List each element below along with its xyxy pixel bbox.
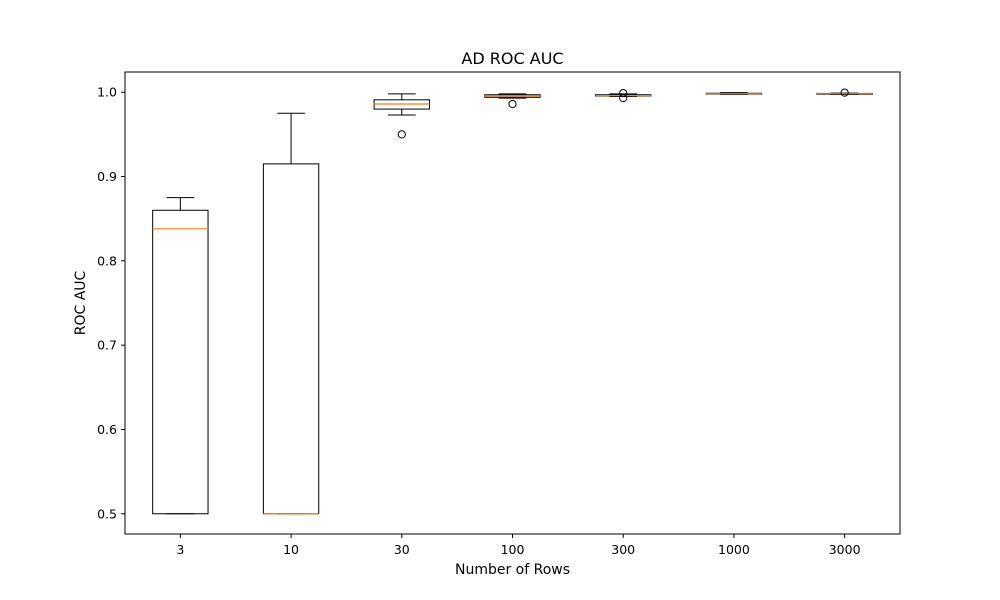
y-tick-label: 0.5 — [97, 506, 117, 521]
y-tick-label: 0.6 — [97, 422, 117, 437]
outlier-point — [619, 94, 628, 103]
box-iqr — [262, 163, 320, 515]
x-tick-label: 300 — [611, 542, 635, 557]
x-tick-label: 3 — [176, 542, 184, 557]
y-axis-label: ROC AUC — [73, 270, 89, 335]
x-tick-label: 30 — [394, 542, 410, 557]
box-group-100 — [484, 93, 541, 109]
box-group-300 — [595, 88, 652, 103]
axes-frame — [124, 71, 901, 535]
y-tick-label: 1.0 — [97, 85, 117, 100]
x-tick-label: 100 — [501, 542, 525, 557]
box-group-3000 — [816, 88, 873, 97]
y-tick-label: 0.8 — [97, 253, 117, 268]
x-axis-label: Number of Rows — [455, 562, 570, 578]
y-tick-label: 0.9 — [97, 169, 117, 184]
chart-title: AD ROC AUC — [461, 49, 563, 68]
y-tick-label: 0.7 — [97, 338, 117, 353]
outlier-point — [397, 130, 406, 139]
outlier-point — [508, 99, 517, 109]
box-group-3 — [152, 197, 209, 515]
box-group-10 — [262, 112, 320, 515]
plot-area — [152, 88, 873, 515]
y-axis: 0.5 0.6 0.7 0.8 0.9 1.0 — [97, 85, 125, 521]
outlier-point — [619, 88, 628, 98]
box-iqr — [152, 209, 209, 515]
x-axis: 3 10 30 100 300 1000 3000 — [176, 534, 861, 557]
outlier-point — [840, 88, 849, 97]
box-group-30 — [373, 93, 430, 139]
x-tick-label: 1000 — [718, 542, 750, 557]
box-group-1000 — [705, 92, 763, 95]
x-tick-label: 10 — [283, 542, 299, 557]
x-tick-label: 3000 — [829, 542, 861, 557]
